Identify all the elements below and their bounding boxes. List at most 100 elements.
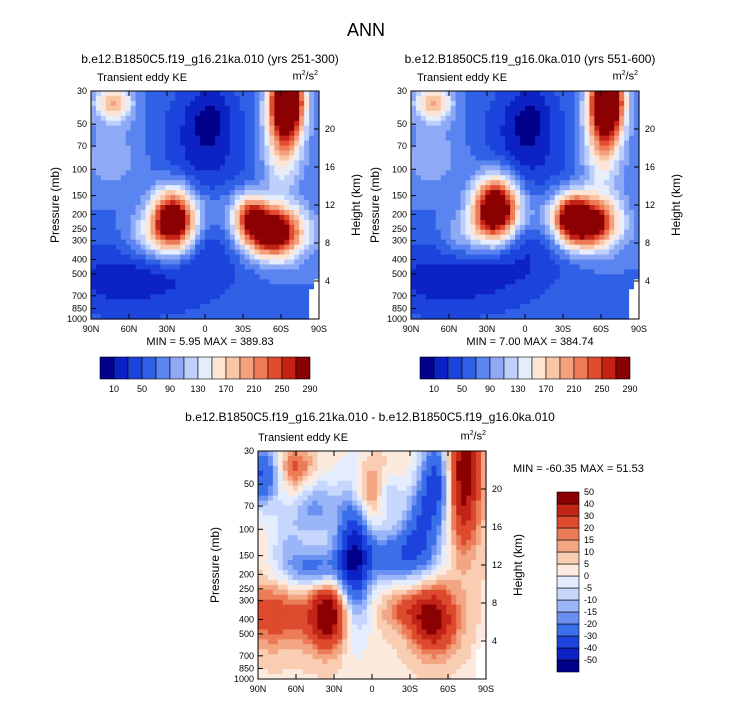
panel-2-cell xyxy=(520,155,526,161)
panel-2-cell xyxy=(485,115,491,122)
panel-1-cell xyxy=(165,125,171,132)
panel-2-cell xyxy=(584,195,591,201)
panel-1-cell xyxy=(110,254,117,261)
panel-1-cell xyxy=(294,175,300,181)
panel-3-cell xyxy=(456,485,462,492)
panel-1-cell xyxy=(100,170,107,176)
panel-1-cell xyxy=(200,170,206,176)
panel-2-cell xyxy=(584,135,591,142)
panel-1-cell xyxy=(244,200,251,206)
panel-1-cell xyxy=(219,180,226,186)
panel-1-cell xyxy=(190,294,196,300)
panel-1-cell xyxy=(95,140,102,147)
panel-2-cell xyxy=(634,249,640,256)
panel-2-cell xyxy=(515,224,521,231)
panel-2-cell xyxy=(544,224,551,231)
panel-1-cell xyxy=(145,125,152,132)
panel-1-cell xyxy=(140,294,147,300)
panel-2-cell xyxy=(490,195,496,201)
panel-1-cell xyxy=(249,294,256,300)
panel-2-cell xyxy=(579,160,586,166)
panel-2-cell xyxy=(574,125,581,132)
panel-2-cell xyxy=(525,125,531,132)
panel-2-cell xyxy=(549,234,556,241)
panel-2-cell xyxy=(619,155,625,161)
panel-2-cell xyxy=(544,209,551,216)
panel-2-cell xyxy=(425,155,432,161)
panel-1-cell xyxy=(234,130,241,137)
panel-2-cell xyxy=(505,120,511,127)
panel-1-cell xyxy=(309,170,315,176)
panel-2-cell xyxy=(420,165,427,171)
panel-2-cell xyxy=(465,135,472,142)
panel-2-cell xyxy=(594,115,600,122)
panel-2-cell xyxy=(490,304,496,310)
panel-1-cell xyxy=(125,299,132,305)
panel-1-cell xyxy=(309,195,315,201)
panel-1-cell xyxy=(224,284,231,290)
panel-1-cell xyxy=(205,274,211,280)
panel-2-cell xyxy=(415,190,422,196)
panel-1-cell xyxy=(170,289,176,295)
panel-1-cell xyxy=(125,170,132,176)
panel-2-cell xyxy=(420,135,427,142)
panel-2-cell xyxy=(529,145,536,152)
panel-3-cell xyxy=(466,505,472,512)
panel-2-cell xyxy=(579,249,586,256)
panel-2-cell xyxy=(465,145,472,152)
panel-2-cell xyxy=(529,309,536,315)
panel-1-cell xyxy=(304,309,310,315)
panel-1-cell xyxy=(284,140,290,147)
panel-2-cell xyxy=(455,125,462,132)
panel-1-cell xyxy=(205,110,211,117)
panel-1-cell xyxy=(264,274,271,280)
panel-2-cell xyxy=(559,304,566,310)
panel-2-cell xyxy=(609,185,615,191)
panel-1-cell xyxy=(91,304,97,310)
panel-1-cell xyxy=(195,299,201,305)
panel-2-cell xyxy=(480,294,486,300)
panel-1-cell xyxy=(214,100,221,107)
panel-2-cell xyxy=(525,284,531,290)
panel-3-cell xyxy=(317,505,324,512)
panel-2-ytick-right-label: 4 xyxy=(645,276,650,286)
panel-2-cell xyxy=(455,244,462,251)
panel-1-cell xyxy=(115,229,122,236)
panel-2-cell xyxy=(549,239,556,246)
panel-2-cell xyxy=(634,180,640,186)
panel-1-units: m2/s2 xyxy=(292,70,318,83)
panel-1-cell xyxy=(105,284,112,290)
panel-3-cell xyxy=(262,510,269,517)
panel-1-cell xyxy=(105,299,112,305)
panel-2-cell xyxy=(460,155,467,161)
panel-2-cell xyxy=(465,125,472,132)
panel-2-cell xyxy=(634,289,640,295)
panel-1-cell xyxy=(190,140,196,147)
panel-2-cell xyxy=(574,140,581,147)
panel-1-cell xyxy=(244,279,251,285)
panel-2-cell xyxy=(480,115,486,122)
panel-2-cell xyxy=(500,165,506,171)
panel-2-cell xyxy=(569,214,576,221)
panel-2-cell xyxy=(594,259,600,266)
panel-2-cell xyxy=(475,205,481,211)
panel-2-cell xyxy=(515,269,521,275)
panel-1-cell xyxy=(254,284,261,290)
panel-2-cell xyxy=(599,289,605,295)
panel-1-cell xyxy=(209,175,216,181)
panel-3-cell xyxy=(411,465,418,472)
panel-1-cell xyxy=(170,229,176,236)
panel-1-cell xyxy=(175,190,181,196)
panel-1-cell xyxy=(284,190,290,196)
panel-1-cell xyxy=(160,304,166,310)
panel-2-cell xyxy=(574,185,581,191)
panel-2-cell xyxy=(574,299,581,305)
panel-1-cell xyxy=(229,125,236,132)
panel-3-cell xyxy=(481,495,487,502)
panel-2-cell xyxy=(609,229,615,236)
panel-2-cell xyxy=(549,249,556,256)
panel-1-cell xyxy=(95,254,102,261)
panel-2-cell xyxy=(614,264,620,271)
panel-1-cell xyxy=(175,130,181,137)
panel-1-cell xyxy=(125,91,132,97)
